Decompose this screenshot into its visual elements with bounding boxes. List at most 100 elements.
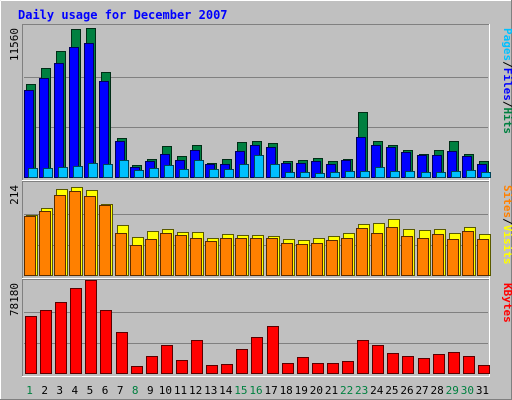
panel-max-label: 78180: [8, 283, 21, 316]
bar-kbytes: [70, 288, 82, 374]
bar-kbytes: [463, 356, 475, 374]
bar-pages: [194, 160, 204, 178]
day-label: 2: [41, 384, 48, 397]
bar-sites: [99, 205, 111, 276]
bar-pages: [254, 155, 264, 178]
day-label: 1: [26, 384, 33, 397]
day-label: 10: [159, 384, 172, 397]
day-label: 31: [476, 384, 489, 397]
bar-pages: [451, 171, 461, 178]
series-pages: [28, 155, 491, 178]
day-label: 8: [132, 384, 139, 397]
series-kbytes: [25, 280, 490, 374]
bar-kbytes: [433, 354, 445, 374]
bar-kbytes: [40, 310, 52, 374]
bar-pages: [375, 167, 385, 178]
series-sites: [24, 191, 489, 276]
bar-sites: [250, 238, 262, 276]
bar-sites: [266, 238, 278, 276]
bar-pages: [481, 172, 491, 178]
bar-kbytes: [342, 361, 354, 374]
day-label: 17: [264, 384, 277, 397]
bar-sites: [401, 236, 413, 276]
bar-kbytes: [55, 302, 67, 374]
bar-sites: [130, 245, 142, 276]
day-label: 12: [189, 384, 202, 397]
bar-sites: [145, 239, 157, 276]
bar-kbytes: [85, 280, 97, 374]
legend-segment: Hits: [501, 108, 512, 135]
day-label: 20: [310, 384, 323, 397]
bar-kbytes: [297, 357, 309, 374]
bar-sites: [432, 234, 444, 276]
bar-kbytes: [161, 345, 173, 374]
bar-sites: [69, 191, 81, 276]
bar-pages: [103, 164, 113, 178]
bar-pages: [421, 172, 431, 178]
day-label: 11: [174, 384, 187, 397]
bar-sites: [462, 231, 474, 276]
day-label: 27: [415, 384, 428, 397]
day-label: 5: [87, 384, 94, 397]
bar-pages: [119, 160, 129, 178]
bar-pages: [436, 172, 446, 178]
bar-kbytes: [267, 326, 279, 374]
bar-kbytes: [357, 340, 369, 374]
day-label: 26: [400, 384, 413, 397]
bar-kbytes: [418, 358, 430, 374]
bar-sites: [39, 211, 51, 276]
bar-sites: [326, 240, 338, 276]
bar-pages: [345, 171, 355, 178]
day-label: 30: [461, 384, 474, 397]
bar-pages: [270, 164, 280, 178]
bar-kbytes: [312, 363, 324, 374]
bar-kbytes: [448, 352, 460, 374]
panel-max-label: 214: [8, 185, 21, 205]
bar-sites: [341, 238, 353, 276]
bar-kbytes: [221, 364, 233, 374]
bar-sites: [311, 243, 323, 276]
bar-pages: [149, 168, 159, 178]
bar-pages: [209, 169, 219, 178]
bar-files: [24, 90, 34, 178]
bar-kbytes: [282, 363, 294, 374]
bar-sites: [235, 238, 247, 276]
legend-segment: Files: [501, 68, 512, 101]
bar-kbytes: [206, 365, 218, 374]
bar-files: [39, 78, 49, 178]
bar-pages: [28, 168, 38, 178]
bar-files: [84, 43, 94, 178]
bar-sites: [417, 238, 429, 276]
bar-pages: [405, 171, 415, 178]
panel-kbytes: 78180 KBytes: [8, 279, 512, 377]
bar-sites: [190, 238, 202, 276]
day-label: 15: [234, 384, 247, 397]
bar-sites: [281, 243, 293, 276]
bar-pages: [330, 172, 340, 178]
panel-max-label: 11560: [8, 28, 21, 61]
bar-sites: [160, 233, 172, 276]
day-label: 24: [370, 384, 384, 397]
bar-kbytes: [131, 366, 143, 374]
bar-kbytes: [402, 356, 414, 374]
bar-sites: [356, 228, 368, 276]
day-label: 29: [446, 384, 459, 397]
bar-kbytes: [146, 356, 158, 374]
legend-segment: /: [501, 61, 512, 68]
day-label: 7: [117, 384, 124, 397]
bar-kbytes: [387, 353, 399, 374]
day-label: 18: [280, 384, 293, 397]
day-label: 16: [249, 384, 262, 397]
bar-kbytes: [478, 365, 490, 374]
chart-title: Daily usage for December 2007: [18, 8, 228, 22]
legend-segment: /: [501, 101, 512, 108]
bar-sites: [24, 216, 36, 276]
bar-pages: [390, 171, 400, 178]
day-label: 22: [340, 384, 353, 397]
panel-visits-sites: 214 Sites/Visits: [8, 181, 512, 279]
day-label: 9: [147, 384, 154, 397]
bar-pages: [164, 165, 174, 178]
panel-series-legend: Sites/Visits: [501, 185, 512, 265]
day-label: 25: [385, 384, 398, 397]
